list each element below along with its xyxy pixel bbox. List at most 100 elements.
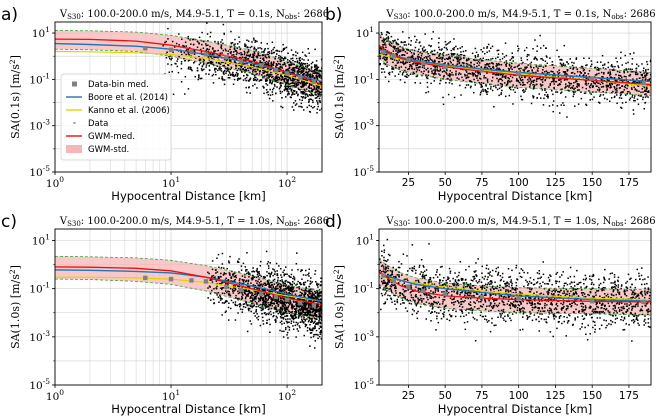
data-point xyxy=(556,105,559,107)
x-tick-label: 25 xyxy=(402,177,415,189)
data-point xyxy=(640,74,642,76)
data-point xyxy=(290,58,292,60)
data-point xyxy=(447,58,449,60)
data-point xyxy=(240,66,242,69)
data-point xyxy=(320,284,322,286)
data-point xyxy=(409,73,412,75)
data-point xyxy=(272,75,274,78)
data-point xyxy=(178,56,180,58)
data-point xyxy=(382,40,384,42)
data-point xyxy=(166,51,168,53)
data-point xyxy=(274,85,276,87)
data-point xyxy=(571,86,573,89)
data-point xyxy=(431,72,433,74)
data-point xyxy=(466,63,469,65)
data-point xyxy=(290,49,293,51)
data-point xyxy=(259,297,262,299)
data-point xyxy=(198,75,200,77)
data-point xyxy=(169,57,171,60)
data-point xyxy=(511,56,514,58)
data-point xyxy=(248,286,251,288)
data-point xyxy=(285,70,287,72)
data-point xyxy=(255,276,258,278)
data-point xyxy=(602,94,605,96)
data-point xyxy=(225,70,228,73)
data-point xyxy=(228,319,230,321)
data-point xyxy=(427,55,429,58)
data-point xyxy=(563,104,565,106)
data-point xyxy=(312,335,315,338)
data-point xyxy=(402,41,404,44)
data-point xyxy=(408,37,410,39)
data-point xyxy=(633,97,636,99)
data-point xyxy=(284,290,286,292)
data-point xyxy=(542,69,544,71)
data-point xyxy=(208,73,210,75)
data-point xyxy=(448,42,450,44)
data-point xyxy=(453,47,455,49)
data-point xyxy=(299,310,302,312)
data-point xyxy=(573,88,575,91)
data-point xyxy=(617,66,620,69)
data-bin-median-marker xyxy=(311,79,317,84)
data-point xyxy=(301,106,303,108)
data-point xyxy=(460,64,462,67)
data-point xyxy=(467,72,469,75)
data-point xyxy=(266,293,268,296)
data-point xyxy=(415,41,417,43)
data-point xyxy=(249,71,251,74)
data-point xyxy=(494,73,497,76)
data-point xyxy=(572,77,574,79)
data-point xyxy=(165,40,167,43)
data-point xyxy=(484,90,487,92)
data-point xyxy=(300,307,303,309)
data-point xyxy=(305,83,307,85)
data-point xyxy=(296,84,298,87)
data-point xyxy=(491,80,493,82)
data-point xyxy=(534,56,536,58)
data-point xyxy=(505,75,507,77)
data-point xyxy=(266,274,268,277)
data-point xyxy=(297,317,300,319)
data-bin-median-marker xyxy=(273,67,279,73)
data-point xyxy=(220,283,222,285)
data-point xyxy=(599,94,602,96)
data-point xyxy=(317,93,320,96)
data-point xyxy=(228,293,231,295)
data-point xyxy=(275,286,277,288)
data-point xyxy=(318,70,321,72)
data-point xyxy=(272,100,274,102)
data-point xyxy=(256,79,258,82)
data-point xyxy=(438,73,440,75)
x-tick-label: 125 xyxy=(545,177,565,189)
y-tick-label: 10-1 xyxy=(29,71,50,86)
data-point xyxy=(462,50,465,53)
data-point xyxy=(296,303,298,305)
data-point xyxy=(226,68,228,70)
data-point xyxy=(487,91,489,93)
data-point xyxy=(180,67,183,70)
data-point xyxy=(641,74,643,77)
data-point xyxy=(426,77,429,80)
data-point xyxy=(313,328,315,330)
data-point xyxy=(516,65,519,68)
data-point xyxy=(272,279,275,282)
data-point xyxy=(287,286,290,288)
data-point xyxy=(552,104,554,106)
data-point xyxy=(263,69,265,72)
data-point xyxy=(310,98,313,101)
data-point xyxy=(303,88,306,91)
data-point xyxy=(230,30,232,33)
data-point xyxy=(424,49,427,51)
data-point xyxy=(647,90,649,93)
data-point xyxy=(457,73,460,76)
data-point xyxy=(513,66,515,69)
data-point xyxy=(285,88,287,90)
data-point xyxy=(500,78,502,80)
data-point xyxy=(519,81,521,84)
data-point xyxy=(317,103,319,105)
data-point xyxy=(303,306,305,308)
data-point xyxy=(549,84,551,86)
data-point xyxy=(288,300,291,302)
data-point xyxy=(433,49,436,52)
